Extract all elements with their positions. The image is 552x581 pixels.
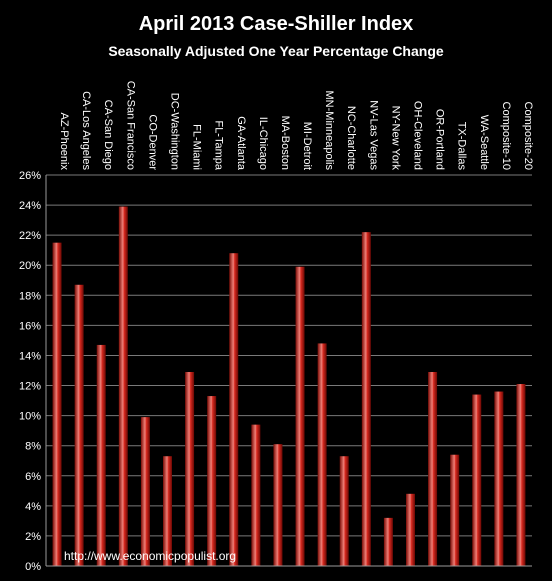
category-label: OH-Cleveland [412, 101, 424, 170]
y-tick-label: 8% [25, 441, 41, 453]
category-label: CO-Denver [146, 114, 158, 170]
category-label: CA-Los Angeles [80, 91, 92, 170]
bar-nv-las-vegas [361, 232, 371, 566]
bar-oh-cleveland [406, 493, 415, 566]
bar-az-phoenix [52, 242, 62, 566]
category-label: DC-Washington [169, 93, 181, 170]
category-label: CA-San Francisco [124, 81, 136, 170]
bar-ma-boston [273, 444, 283, 566]
category-label: MN-Minneapolis [323, 91, 335, 171]
y-tick-label: 14% [19, 350, 41, 362]
bar-fl-miami [185, 372, 195, 566]
bar-ca-san-francisco [118, 206, 128, 567]
category-label: NC-Charlotte [345, 106, 357, 170]
y-tick-label: 12% [19, 381, 41, 393]
bar-tx-dallas [450, 454, 460, 566]
y-tick-label: 6% [25, 471, 41, 483]
bar-mn-minneapolis [317, 343, 327, 566]
category-label: Composite-20 [522, 102, 534, 170]
category-label: WA-Seattle [478, 115, 490, 170]
bar-ca-san-diego [96, 344, 106, 566]
bar-fl-tampa [207, 396, 217, 566]
category-label: FL-Tampa [213, 120, 225, 170]
y-tick-label: 16% [19, 320, 41, 332]
category-label: MI-Detroit [301, 122, 313, 170]
category-label: MA-Boston [279, 116, 291, 170]
category-label: NV-Las Vegas [367, 100, 379, 170]
category-labels: AZ-Phoenix CA-Los Angeles CA-San Diego CA-S… [58, 81, 534, 171]
bars [52, 206, 526, 567]
category-label: AZ-Phoenix [58, 113, 70, 171]
y-tick-label: 18% [19, 290, 41, 302]
category-label: OR-Portland [434, 109, 446, 170]
category-label: CA-San Diego [102, 100, 114, 170]
bar-wa-seattle [472, 394, 482, 566]
source-url: http://www.economicpopulist.org [64, 549, 236, 563]
category-label: IL-Chicago [257, 117, 269, 170]
y-tick-label: 4% [25, 501, 41, 513]
y-tick-label: 26% [19, 170, 41, 182]
bar-co-denver [140, 417, 150, 566]
bar-il-chicago [251, 424, 261, 566]
y-tick-label: 2% [25, 531, 41, 543]
category-label: Composite-10 [500, 102, 512, 170]
y-tick-label: 10% [19, 411, 41, 423]
category-label: GA-Atlanta [235, 116, 247, 171]
bar-ca-los-angeles [74, 284, 84, 566]
bar-ga-atlanta [229, 253, 239, 566]
category-label: NY-New York [389, 106, 401, 171]
bar-or-portland [428, 372, 438, 566]
bar-composite-10 [494, 391, 504, 566]
chart-subtitle: Seasonally Adjusted One Year Percentage … [108, 43, 444, 59]
y-tick-label: 24% [19, 200, 41, 212]
category-label: TX-Dallas [456, 122, 468, 171]
bar-dc-washington [163, 456, 172, 566]
chart-title: April 2013 Case-Shiller Index [139, 13, 414, 35]
y-tick-label: 0% [25, 561, 41, 573]
bar-mi-detroit [295, 266, 305, 566]
category-label: FL-Miami [191, 124, 203, 170]
y-axis-ticks: 0% 2% 4% 6% 8% 10% 12% 14% 16% 18% 20% 22% 24% 26% [19, 170, 41, 573]
bar-composite-20 [516, 384, 526, 566]
y-tick-label: 20% [19, 260, 41, 272]
y-tick-label: 22% [19, 230, 41, 242]
bar-ny-new-york [383, 517, 393, 566]
bar-nc-charlotte [339, 456, 349, 566]
